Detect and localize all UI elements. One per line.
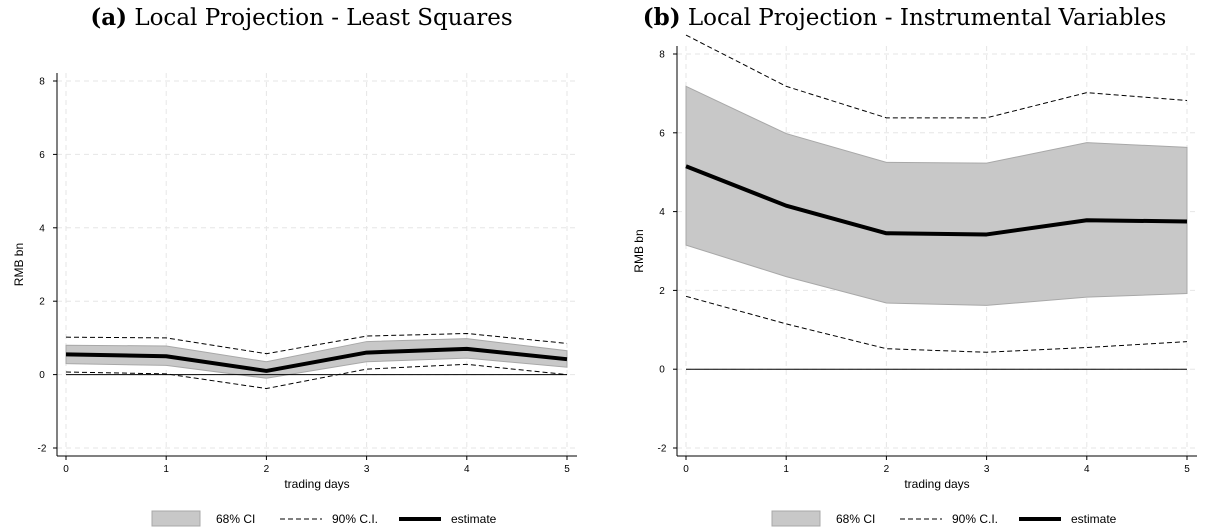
y-tick-label: 0 (659, 365, 665, 376)
ci90-upper-line (65, 332, 568, 355)
estimate-line (65, 346, 568, 373)
chart-b: -2 0 2 4 6 8 0 1 2 3 4 5 trading days RMB bn 68% CI 90%… (632, 34, 1197, 527)
x-tick-label: 3 (364, 464, 370, 475)
legend-label-estimate: estimate (1071, 512, 1117, 526)
x-axis-title: trading days (284, 477, 349, 491)
y-tick-label: 6 (39, 150, 45, 161)
x-tick-label: 3 (984, 464, 990, 475)
y-tick-label: 6 (659, 128, 665, 139)
y-tick-label: -2 (658, 444, 667, 455)
x-tick-label: 2 (884, 464, 890, 475)
legend-label-estimate: estimate (451, 512, 497, 526)
panel-a-letter: (a) (90, 4, 127, 31)
panel-a: (a) Local Projection - Least Squares -2 0… (0, 0, 603, 527)
panel-b-title-text: Local Projection - Instrumental Variable… (687, 5, 1167, 31)
y-tick-label: 8 (659, 50, 665, 61)
panel-b-title: (b) Local Projection - Instrumental Vari… (603, 0, 1206, 36)
panel-a-title-text: Local Projection - Least Squares (134, 5, 513, 31)
ci68-band (685, 85, 1188, 306)
x-tick-label: 5 (564, 464, 570, 475)
ci90-lower-line (65, 363, 568, 390)
y-tick-label: 0 (39, 370, 45, 381)
legend-label-ci68: 68% CI (216, 512, 255, 526)
chart-a: -2 0 2 4 6 8 0 1 2 3 4 5 trading days RMB bn 68% CI 90%… (12, 73, 577, 527)
legend-label-ci90: 90% C.I. (952, 512, 998, 526)
y-tick-label: 8 (39, 77, 45, 88)
x-tick-label: 4 (464, 464, 470, 475)
ci90-upper-line (685, 34, 1188, 119)
legend-label-ci68: 68% CI (836, 512, 875, 526)
x-tick-label: 2 (264, 464, 270, 475)
x-tick-label: 0 (683, 464, 689, 475)
ci90-lower-line (685, 295, 1188, 353)
y-tick-label: -2 (38, 444, 47, 455)
estimate-line (685, 164, 1188, 237)
legend-swatch-ci68 (151, 510, 201, 527)
legend-label-ci90: 90% C.I. (332, 512, 378, 526)
x-tick-label: 1 (163, 464, 169, 475)
y-tick-label: 2 (659, 286, 665, 297)
x-tick-label: 5 (1184, 464, 1190, 475)
x-tick-label: 0 (63, 464, 69, 475)
y-tick-label: 4 (39, 223, 45, 234)
x-tick-label: 4 (1084, 464, 1090, 475)
panel-a-title: (a) Local Projection - Least Squares (0, 0, 603, 36)
x-tick-label: 1 (783, 464, 789, 475)
y-axis-title: RMB bn (632, 229, 646, 272)
panel-b: (b) Local Projection - Instrumental Vari… (603, 0, 1206, 531)
y-tick-label: 2 (39, 297, 45, 308)
legend-swatch-ci68 (771, 510, 821, 527)
x-axis-title: trading days (904, 477, 969, 491)
y-axis-title: RMB bn (12, 243, 26, 286)
y-tick-label: 4 (659, 207, 665, 218)
panel-b-letter: (b) (642, 4, 681, 31)
